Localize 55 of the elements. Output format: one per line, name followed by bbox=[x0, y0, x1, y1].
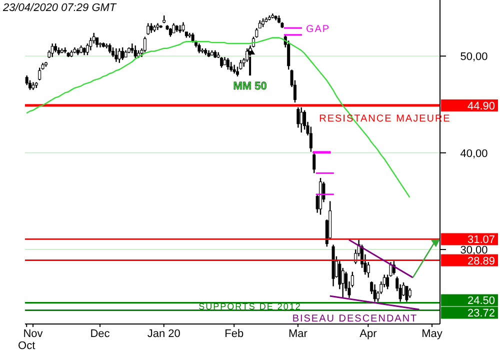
candlestick bbox=[96, 37, 99, 48]
candlestick bbox=[373, 284, 376, 302]
candlestick bbox=[296, 106, 300, 128]
candlestick bbox=[312, 152, 316, 174]
candlestick bbox=[309, 126, 312, 152]
annotation: GAP bbox=[306, 24, 330, 36]
candlestick bbox=[28, 80, 32, 91]
candlestick bbox=[300, 106, 303, 134]
x-tick-label: Apr bbox=[360, 328, 378, 340]
ref-line-label: 28.89 bbox=[467, 255, 495, 268]
annotation: 23/04/2020 07:29 GMT bbox=[2, 2, 118, 14]
candlestick bbox=[25, 74, 28, 86]
x-tick-label: Mar bbox=[288, 328, 308, 340]
x-tick-label: Nov bbox=[23, 328, 44, 340]
ref-line-label: 23.72 bbox=[467, 308, 495, 320]
candlestick bbox=[198, 42, 201, 54]
candlestick bbox=[143, 36, 146, 53]
candlestick bbox=[114, 48, 118, 62]
candlestick bbox=[130, 42, 134, 54]
candlestick bbox=[134, 44, 137, 59]
ref-line-label: 44.90 bbox=[467, 100, 495, 112]
candlestick bbox=[220, 56, 224, 68]
text: MM 50 bbox=[233, 80, 267, 93]
candlestick bbox=[246, 48, 249, 62]
candlestick bbox=[89, 37, 92, 51]
candlestick bbox=[230, 61, 233, 72]
annotation: BISEAU DESCENDANT bbox=[292, 313, 418, 324]
candlestick bbox=[112, 46, 115, 58]
x-tick-label: Feb bbox=[224, 328, 244, 340]
candlestick bbox=[38, 67, 42, 81]
candlestick bbox=[108, 42, 112, 54]
candlestick bbox=[172, 22, 176, 34]
candlestick bbox=[191, 32, 194, 44]
candlestick bbox=[255, 27, 258, 38]
y-tick-label: 30,00 bbox=[460, 244, 488, 257]
candlestick bbox=[236, 66, 240, 78]
x-tick-label: May bbox=[422, 328, 443, 340]
candlestick bbox=[146, 22, 150, 36]
candlestick bbox=[121, 46, 124, 61]
candlestick bbox=[408, 288, 412, 298]
candlestick bbox=[226, 57, 230, 70]
ref-line-label: 24.50 bbox=[467, 295, 495, 308]
candlestick bbox=[341, 267, 344, 298]
y-tick-label: 40,00 bbox=[460, 148, 488, 160]
x-tick-label: Jan 20 bbox=[147, 328, 180, 340]
candlestick bbox=[150, 22, 153, 34]
y-tick-label: 50,00 bbox=[460, 51, 488, 64]
candlestick bbox=[118, 48, 121, 64]
x-tick-label: Dec bbox=[90, 328, 110, 340]
annotation: SUPPORTS DE 2012 bbox=[198, 301, 302, 312]
candlestick bbox=[405, 286, 408, 302]
candlestick bbox=[182, 22, 185, 33]
candlestick bbox=[50, 42, 54, 58]
ref-line-label: 31.07 bbox=[467, 234, 495, 246]
x-tick-label: Oct bbox=[18, 340, 36, 350]
